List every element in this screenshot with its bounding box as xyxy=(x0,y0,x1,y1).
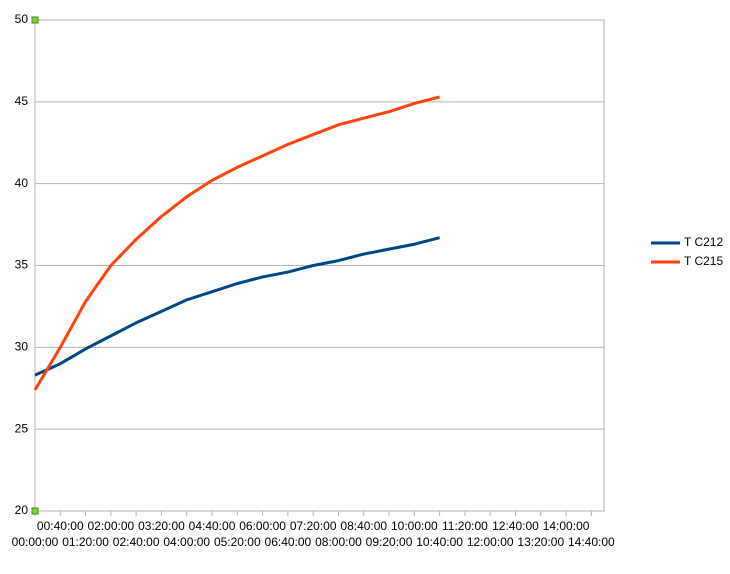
y-tick-label: 40 xyxy=(15,176,29,190)
x-tick-label: 00:40:00 xyxy=(37,519,84,533)
x-tick-label: 08:40:00 xyxy=(340,519,387,533)
legend-label: T C215 xyxy=(684,254,723,268)
x-tick-label: 06:00:00 xyxy=(239,519,286,533)
x-tick-label: 10:40:00 xyxy=(416,535,463,549)
handle xyxy=(31,16,39,24)
y-tick-label: 45 xyxy=(15,94,29,108)
x-tick-label: 02:40:00 xyxy=(113,535,160,549)
x-tick-label: 00:00:00 xyxy=(12,535,59,549)
x-tick-label: 05:20:00 xyxy=(214,535,261,549)
y-tick-label: 20 xyxy=(15,503,29,517)
x-tick-label: 08:00:00 xyxy=(315,535,362,549)
x-tick-label: 14:40:00 xyxy=(568,535,615,549)
x-tick-label: 02:00:00 xyxy=(88,519,135,533)
legend-label: T C212 xyxy=(684,235,723,249)
series-line xyxy=(33,95,440,391)
y-tick-label: 50 xyxy=(15,12,29,26)
x-tick-label: 03:20:00 xyxy=(138,519,185,533)
x-tick-label: 14:00:00 xyxy=(543,519,590,533)
x-tick-label: 09:20:00 xyxy=(366,535,413,549)
x-tick-label: 04:00:00 xyxy=(163,535,210,549)
y-tick-label: 25 xyxy=(15,421,29,435)
x-tick-label: 07:20:00 xyxy=(290,519,337,533)
x-tick-label: 06:40:00 xyxy=(265,535,312,549)
y-tick-label: 30 xyxy=(15,340,29,354)
series-line xyxy=(34,236,440,377)
x-tick-label: 13:20:00 xyxy=(517,535,564,549)
x-tick-label: 01:20:00 xyxy=(62,535,109,549)
y-tick-label: 35 xyxy=(15,258,29,272)
x-tick-label: 04:40:00 xyxy=(189,519,236,533)
handle xyxy=(31,507,39,515)
x-tick-label: 12:00:00 xyxy=(467,535,514,549)
x-tick-label: 10:00:00 xyxy=(391,519,438,533)
x-tick-label: 11:20:00 xyxy=(442,519,488,533)
x-tick-label: 12:40:00 xyxy=(492,519,539,533)
